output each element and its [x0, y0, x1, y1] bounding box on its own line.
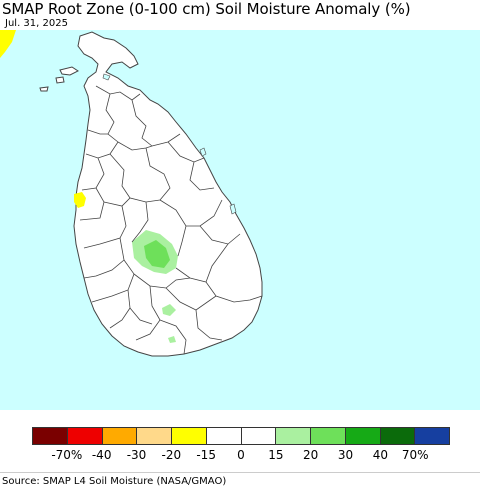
- legend-label: 30: [337, 448, 354, 462]
- southern-wet-patch: [168, 336, 176, 343]
- legend-swatch: [102, 428, 138, 444]
- jaffna-island: [55, 76, 65, 84]
- color-scale-labels: -70% -40 -30 -20 -15 0 15 20 30 40 70%: [32, 448, 450, 462]
- legend-label: -70%: [51, 448, 83, 462]
- jaffna-island: [39, 86, 49, 92]
- legend-label: -20: [161, 448, 182, 462]
- central-wet-patch-medium: [144, 240, 170, 268]
- lagoon: [229, 203, 237, 215]
- legend-swatch: [380, 428, 416, 444]
- legend-swatch: [241, 428, 277, 444]
- legend-label: 15: [268, 448, 284, 462]
- map-date: Jul. 31, 2025: [5, 18, 68, 29]
- jaffna-island: [59, 66, 79, 76]
- legend-swatch: [137, 428, 172, 444]
- sri-lanka-landmass: [73, 31, 263, 357]
- district-boundaries: [79, 85, 263, 355]
- legend-label: 0: [237, 448, 245, 462]
- legend-swatch: [276, 428, 311, 444]
- legend-label: -40: [91, 448, 112, 462]
- lagoon: [199, 147, 207, 157]
- legend-swatch: [172, 428, 207, 444]
- legend-swatch: [311, 428, 346, 444]
- legend-swatch: [33, 428, 68, 444]
- map-panel: [0, 30, 480, 410]
- legend-swatch: [345, 428, 381, 444]
- west-coast-dry-patch: [74, 192, 86, 208]
- sri-lanka-map: [0, 30, 480, 410]
- map-title: SMAP Root Zone (0-100 cm) Soil Moisture …: [2, 0, 411, 18]
- legend-swatch: [206, 428, 242, 444]
- legend-swatch: [415, 428, 449, 444]
- legend-label: 70%: [401, 448, 429, 462]
- color-scale-bar: [32, 427, 450, 445]
- source-credit: Source: SMAP L4 Soil Moisture (NASA/GMAO…: [0, 472, 480, 490]
- legend-label: 20: [303, 448, 319, 462]
- legend-label: -30: [126, 448, 147, 462]
- legend-swatch: [67, 428, 103, 444]
- lagoon: [102, 73, 111, 81]
- legend-label: 40: [372, 448, 388, 462]
- southern-wet-patch: [162, 304, 176, 316]
- legend-label: -15: [196, 448, 216, 462]
- india-dry-patch: [0, 30, 16, 58]
